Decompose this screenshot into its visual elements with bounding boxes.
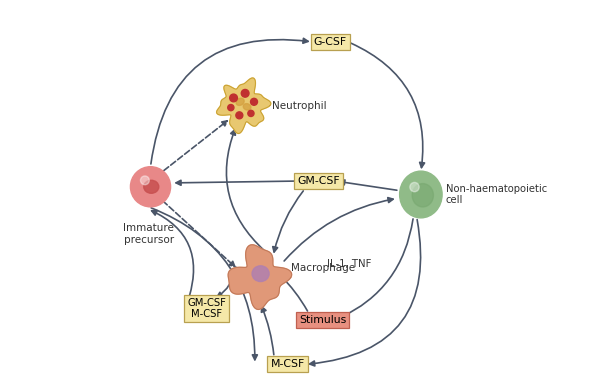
Text: IL-1, TNF: IL-1, TNF bbox=[327, 259, 371, 269]
Text: Immature
precursor: Immature precursor bbox=[123, 223, 174, 245]
FancyArrowPatch shape bbox=[310, 219, 421, 366]
FancyArrowPatch shape bbox=[281, 275, 307, 311]
FancyArrowPatch shape bbox=[151, 38, 308, 164]
Ellipse shape bbox=[236, 98, 244, 105]
Text: G-CSF: G-CSF bbox=[314, 37, 346, 47]
Text: M-CSF: M-CSF bbox=[270, 359, 305, 370]
Ellipse shape bbox=[243, 103, 251, 110]
FancyArrowPatch shape bbox=[226, 130, 265, 251]
Text: Macrophage: Macrophage bbox=[291, 263, 355, 273]
FancyArrowPatch shape bbox=[262, 307, 274, 355]
Ellipse shape bbox=[144, 180, 159, 193]
FancyArrowPatch shape bbox=[152, 210, 193, 297]
Circle shape bbox=[140, 176, 149, 185]
Text: GM-CSF: GM-CSF bbox=[297, 176, 340, 186]
Ellipse shape bbox=[252, 266, 269, 282]
FancyArrowPatch shape bbox=[340, 180, 397, 190]
Circle shape bbox=[248, 110, 254, 116]
FancyArrowPatch shape bbox=[217, 267, 236, 297]
Ellipse shape bbox=[412, 184, 434, 207]
Circle shape bbox=[228, 105, 234, 111]
Circle shape bbox=[230, 94, 237, 102]
Text: GM-CSF
M-CSF: GM-CSF M-CSF bbox=[187, 298, 226, 319]
Ellipse shape bbox=[400, 171, 442, 218]
FancyArrowPatch shape bbox=[351, 43, 425, 168]
Polygon shape bbox=[217, 78, 271, 133]
FancyArrowPatch shape bbox=[273, 191, 303, 252]
FancyArrowPatch shape bbox=[339, 219, 413, 318]
Text: Neutrophil: Neutrophil bbox=[272, 101, 327, 110]
FancyArrowPatch shape bbox=[163, 121, 228, 171]
Text: Non-haematopoietic
cell: Non-haematopoietic cell bbox=[446, 184, 547, 205]
Polygon shape bbox=[228, 245, 292, 309]
Circle shape bbox=[242, 89, 249, 97]
Circle shape bbox=[131, 167, 171, 207]
FancyArrowPatch shape bbox=[176, 180, 299, 185]
Circle shape bbox=[236, 112, 243, 119]
Text: Stimulus: Stimulus bbox=[299, 315, 346, 325]
Circle shape bbox=[410, 182, 419, 192]
FancyArrowPatch shape bbox=[151, 208, 257, 360]
FancyArrowPatch shape bbox=[163, 201, 235, 266]
FancyArrowPatch shape bbox=[284, 198, 393, 261]
Circle shape bbox=[251, 98, 257, 105]
